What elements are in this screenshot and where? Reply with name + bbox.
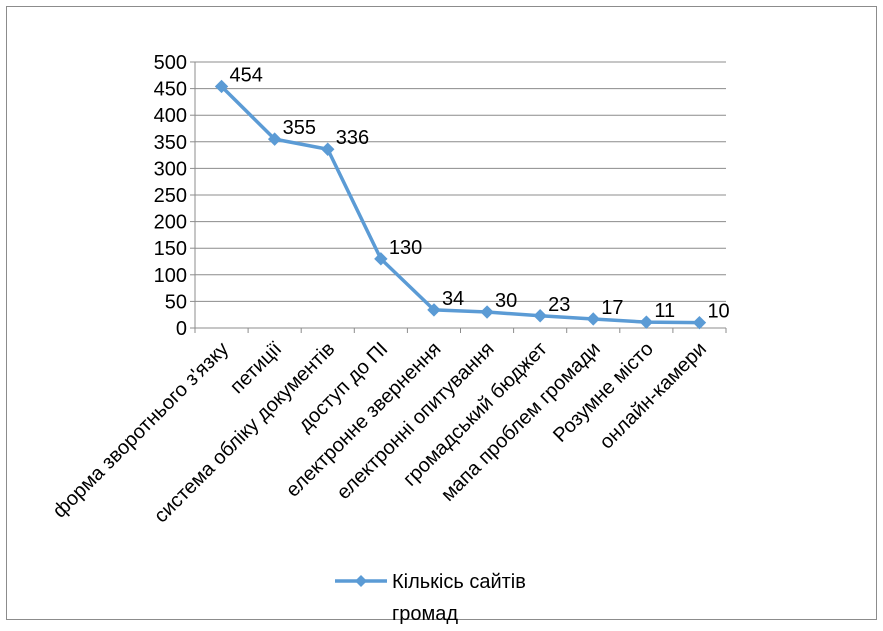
data-label: 34 bbox=[442, 288, 464, 310]
y-tick-label: 300 bbox=[154, 158, 187, 180]
data-label: 130 bbox=[389, 237, 422, 259]
data-point-marker bbox=[586, 312, 600, 326]
data-label: 30 bbox=[495, 290, 517, 312]
y-tick-label: 400 bbox=[154, 105, 187, 127]
data-point-marker bbox=[692, 315, 707, 330]
y-tick-label: 50 bbox=[165, 291, 187, 313]
data-point-marker bbox=[533, 309, 547, 323]
y-tick-label: 450 bbox=[154, 79, 187, 101]
y-tick-label: 150 bbox=[154, 238, 187, 260]
series-line bbox=[220, 85, 700, 325]
y-tick-label: 500 bbox=[154, 52, 187, 74]
data-point-marker bbox=[427, 303, 441, 317]
data-label: 17 bbox=[601, 297, 623, 319]
data-label: 336 bbox=[336, 127, 369, 149]
data-point-marker bbox=[480, 305, 494, 319]
data-point-marker bbox=[374, 252, 388, 266]
data-point-marker bbox=[267, 132, 282, 146]
data-labels: 454 355 336 130 34 30 23 17 11 10 bbox=[230, 64, 730, 322]
series-layer bbox=[214, 79, 707, 330]
y-tick-label: 100 bbox=[154, 265, 187, 287]
legend-marker bbox=[355, 575, 367, 587]
data-point-marker bbox=[214, 79, 229, 94]
data-point-marker bbox=[639, 315, 654, 329]
y-tick-label: 200 bbox=[154, 212, 187, 234]
data-point-marker bbox=[321, 142, 335, 156]
y-tick-label: 250 bbox=[154, 185, 187, 207]
legend: Кількісь сайтів громад bbox=[335, 571, 526, 625]
y-tick-label: 0 bbox=[176, 318, 187, 340]
data-label: 11 bbox=[654, 300, 675, 322]
y-tick-label: 350 bbox=[154, 132, 187, 154]
data-label: 23 bbox=[548, 294, 570, 316]
data-label: 355 bbox=[283, 117, 316, 139]
chart-border bbox=[6, 6, 877, 620]
legend-label: Кількісь сайтів громад bbox=[392, 571, 526, 625]
data-label: 454 bbox=[230, 64, 263, 86]
data-label: 10 bbox=[707, 301, 729, 323]
